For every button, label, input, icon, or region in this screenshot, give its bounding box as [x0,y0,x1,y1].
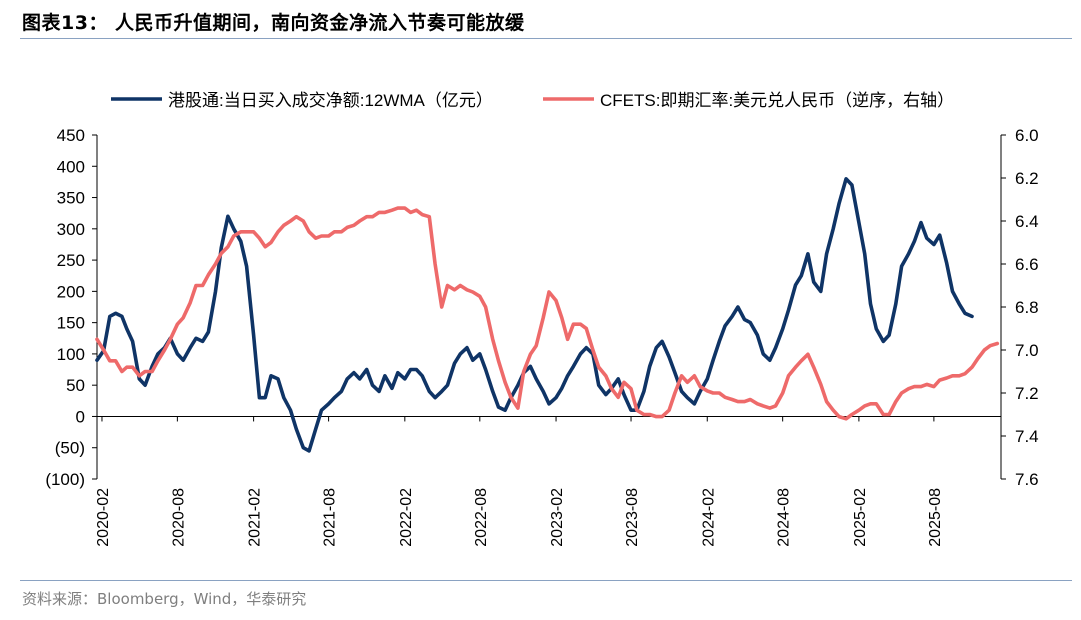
x-axis-tick-label: 2025-08 [927,488,944,547]
left-axis-tick-label: 450 [57,126,85,145]
source-note: 资料来源：Bloomberg，Wind，华泰研究 [22,590,307,608]
x-axis-tick-label: 2021-02 [247,488,264,547]
left-axis-tick-label: 400 [57,157,85,176]
right-axis-tick-label: 7.4 [1015,427,1039,446]
x-axis-tick-label: 2021-08 [322,488,339,547]
x-axis-tick-label: 2024-08 [776,488,793,547]
series-line-right [95,206,1000,421]
left-axis-tick-label: 50 [66,376,85,395]
series-layer [95,177,1000,453]
legend-label-cfets: CFETS:即期汇率:美元兑人民币（逆序，右轴） [600,91,954,110]
left-axis-tick-label: 200 [57,282,85,301]
figure-title: 图表13： 人民币升值期间，南向资金净流入节奏可能放缓 [22,12,525,34]
x-axis-tick-label: 2024-02 [700,488,717,547]
left-axis-tick-label: 150 [57,314,85,333]
left-axis-tick-label: 100 [57,345,85,364]
footer-divider [20,580,1072,581]
right-axis-tick-label: 6.6 [1015,255,1039,274]
right-axis-tick-label: 7.0 [1015,341,1039,360]
title-divider [20,38,1072,39]
left-axis-tick-label: 300 [57,220,85,239]
right-axis-tick-label: 6.0 [1015,126,1039,145]
legend-label-hk-connect: 港股通:当日买入成交净额:12WMA（亿元） [168,91,493,110]
axes-layer: 450 400 350 300 250 200 150 100 50 0 (50) (100) 6.0 6… [45,126,1038,547]
right-axis-tick-label: 7.2 [1015,384,1039,403]
chart-legend: 港股通:当日买入成交净额:12WMA（亿元） CFETS:即期汇率:美元兑人民币（… [111,91,954,110]
chart-canvas: 450 400 350 300 250 200 150 100 50 0 (50) (100) 6.0 6… [45,91,1038,547]
right-axis-tick-label: 6.8 [1015,298,1039,317]
left-axis-tick-label: (50) [55,439,85,458]
left-axis-tick-label: 350 [57,189,85,208]
x-axis-tick-label: 2020-02 [95,488,112,547]
x-axis-tick-label: 2022-08 [473,488,490,547]
right-axis-tick-label: 6.4 [1015,212,1039,231]
x-axis-tick-label: 2023-02 [549,488,566,547]
right-axis-tick-label: 7.6 [1015,470,1039,489]
x-axis-tick-label: 2022-02 [398,488,415,547]
left-axis-tick-label: 250 [57,251,85,270]
x-axis-tick-label: 2023-08 [624,488,641,547]
right-axis-tick-label: 6.2 [1015,169,1039,188]
left-axis-tick-label: 0 [76,407,85,426]
x-axis-tick-label: 2025-02 [852,488,869,547]
x-axis-tick-label: 2020-08 [170,488,187,547]
series-line-left [95,177,974,453]
left-axis-tick-label: (100) [45,470,85,489]
